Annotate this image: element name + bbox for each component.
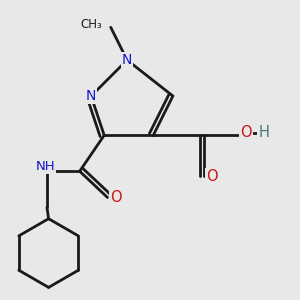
Text: O: O (206, 169, 218, 184)
Text: O: O (110, 190, 122, 205)
Text: CH₃: CH₃ (81, 17, 103, 31)
Text: N: N (86, 89, 96, 103)
Text: H: H (259, 125, 269, 140)
Text: N: N (122, 53, 132, 67)
Text: NH: NH (35, 160, 55, 172)
Text: O: O (240, 125, 252, 140)
